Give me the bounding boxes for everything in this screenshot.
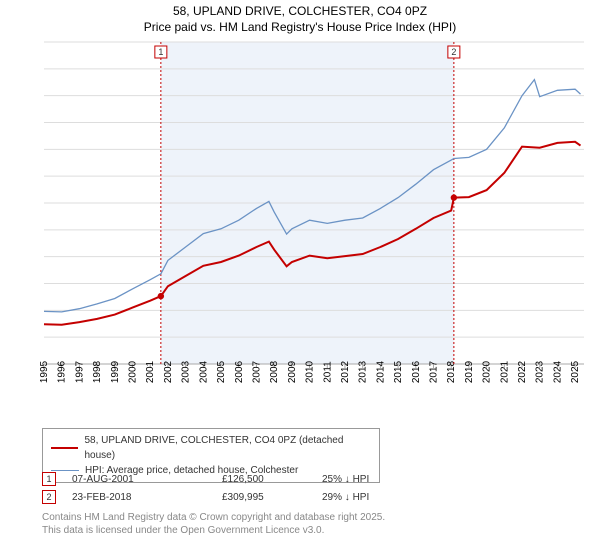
svg-text:2006: 2006 xyxy=(234,360,245,383)
legend-label: 58, UPLAND DRIVE, COLCHESTER, CO4 0PZ (d… xyxy=(84,433,371,463)
table-row: 2 23-FEB-2018 £309,995 29% ↓ HPI xyxy=(42,488,422,506)
tx-price: £309,995 xyxy=(222,492,322,503)
title-address: 58, UPLAND DRIVE, COLCHESTER, CO4 0PZ xyxy=(0,4,600,20)
legend-swatch xyxy=(51,447,78,449)
transactions-table: 1 07-AUG-2001 £126,500 25% ↓ HPI 2 23-FE… xyxy=(42,470,422,506)
marker-box-icon: 2 xyxy=(42,490,56,504)
svg-text:2003: 2003 xyxy=(181,360,192,383)
svg-text:2021: 2021 xyxy=(499,360,510,383)
line-chart: £0£50K£100K£150K£200K£250K£300K£350K£400… xyxy=(40,38,590,408)
footnote-line: This data is licensed under the Open Gov… xyxy=(42,525,562,538)
svg-text:1997: 1997 xyxy=(74,360,85,383)
svg-text:1999: 1999 xyxy=(110,360,121,383)
svg-text:2009: 2009 xyxy=(287,360,298,383)
footnote: Contains HM Land Registry data © Crown c… xyxy=(42,512,562,537)
table-row: 1 07-AUG-2001 £126,500 25% ↓ HPI xyxy=(42,470,422,488)
chart-container: 58, UPLAND DRIVE, COLCHESTER, CO4 0PZ Pr… xyxy=(0,0,600,560)
svg-text:2010: 2010 xyxy=(305,360,316,383)
svg-text:2: 2 xyxy=(451,47,456,57)
svg-text:2000: 2000 xyxy=(128,360,139,383)
footnote-line: Contains HM Land Registry data © Crown c… xyxy=(42,512,562,525)
svg-text:2024: 2024 xyxy=(552,360,563,383)
svg-text:1996: 1996 xyxy=(57,360,68,383)
tx-diff: 29% ↓ HPI xyxy=(322,492,422,503)
svg-text:2023: 2023 xyxy=(535,360,546,383)
svg-text:2004: 2004 xyxy=(198,360,209,383)
svg-text:2014: 2014 xyxy=(375,360,386,383)
title-area: 58, UPLAND DRIVE, COLCHESTER, CO4 0PZ Pr… xyxy=(0,0,600,37)
tx-date: 07-AUG-2001 xyxy=(56,474,222,485)
svg-text:2013: 2013 xyxy=(358,360,369,383)
svg-text:2002: 2002 xyxy=(163,360,174,383)
svg-text:2007: 2007 xyxy=(251,360,262,383)
marker-box-icon: 1 xyxy=(42,472,56,486)
svg-text:2020: 2020 xyxy=(482,360,493,383)
chart-area: £0£50K£100K£150K£200K£250K£300K£350K£400… xyxy=(40,38,590,418)
tx-price: £126,500 xyxy=(222,474,322,485)
title-subtitle: Price paid vs. HM Land Registry's House … xyxy=(0,20,600,36)
svg-text:2008: 2008 xyxy=(269,360,280,383)
svg-text:2017: 2017 xyxy=(429,360,440,383)
svg-text:2011: 2011 xyxy=(322,361,333,383)
svg-text:2001: 2001 xyxy=(145,360,156,383)
svg-text:2022: 2022 xyxy=(517,360,528,383)
tx-diff: 25% ↓ HPI xyxy=(322,474,422,485)
svg-text:1995: 1995 xyxy=(40,360,50,383)
svg-text:1998: 1998 xyxy=(92,360,103,383)
svg-text:2025: 2025 xyxy=(570,360,581,383)
svg-text:2019: 2019 xyxy=(464,360,475,383)
legend-item: 58, UPLAND DRIVE, COLCHESTER, CO4 0PZ (d… xyxy=(51,433,371,463)
svg-text:2018: 2018 xyxy=(446,360,457,383)
tx-date: 23-FEB-2018 xyxy=(56,492,222,503)
svg-text:2005: 2005 xyxy=(216,360,227,383)
svg-text:2016: 2016 xyxy=(411,360,422,383)
svg-text:2015: 2015 xyxy=(393,360,404,383)
svg-text:2012: 2012 xyxy=(340,360,351,383)
svg-text:1: 1 xyxy=(158,47,163,57)
